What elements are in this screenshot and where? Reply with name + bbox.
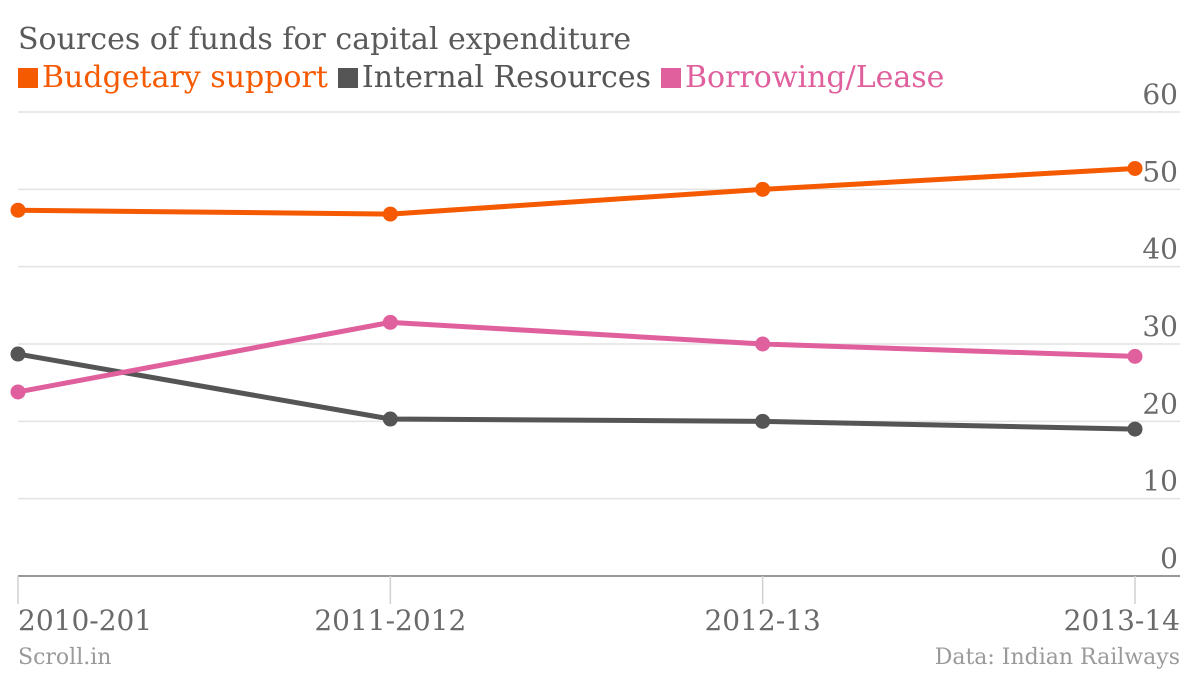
series-line-1	[15, 351, 1138, 432]
legend-swatch-internal-resources	[337, 67, 358, 88]
data-source: Data: Indian Railways	[934, 645, 1180, 670]
legend-swatch-budgetary-support	[18, 67, 38, 88]
data-point-1-2	[755, 413, 771, 429]
legend-label-budgetary-support: Budgetary support	[42, 60, 328, 95]
source-credit: Scroll.in	[18, 645, 112, 670]
data-point-0-3	[1127, 160, 1143, 176]
legend-item-borrowing-lease: Borrowing/Lease	[660, 60, 945, 95]
series-line-2	[15, 319, 1138, 395]
data-point-2-2	[755, 336, 771, 352]
y-tick-label-10: 10	[1142, 465, 1178, 498]
data-point-2-0	[10, 384, 26, 400]
data-point-0-2	[755, 181, 771, 197]
y-tick-label-30: 30	[1142, 310, 1178, 343]
data-point-1-3	[1127, 421, 1143, 437]
x-tick-label-0: 2010-201	[18, 604, 152, 637]
legend-item-budgetary-support: Budgetary support	[18, 60, 328, 95]
series-line-0	[15, 165, 1138, 217]
data-point-2-1	[382, 314, 398, 330]
y-tick-label-20: 20	[1142, 387, 1178, 420]
x-tick-label-3: 2013-14	[1064, 604, 1180, 637]
legend-swatch-borrowing-lease	[660, 67, 681, 88]
y-tick-label-60: 60	[1142, 78, 1178, 111]
legend-item-internal-resources: Internal Resources	[337, 60, 651, 95]
data-point-0-1	[382, 206, 398, 222]
legend-label-borrowing-lease: Borrowing/Lease	[684, 60, 945, 95]
data-point-1-0	[10, 346, 26, 362]
y-tick-label-0: 0	[1160, 542, 1178, 575]
x-tick-label-1: 2011-2012	[314, 604, 466, 637]
legend-label-internal-resources: Internal Resources	[361, 60, 651, 95]
chart-title: Sources of funds for capital expenditure	[18, 22, 632, 57]
data-point-1-1	[382, 411, 398, 427]
data-point-2-3	[1127, 348, 1143, 364]
chart-legend: Budgetary support Internal Resources Bor…	[18, 60, 954, 95]
y-tick-label-50: 50	[1142, 155, 1178, 188]
data-point-0-0	[10, 202, 26, 218]
y-tick-label-40: 40	[1142, 233, 1178, 266]
x-tick-label-2: 2012-13	[704, 604, 820, 637]
